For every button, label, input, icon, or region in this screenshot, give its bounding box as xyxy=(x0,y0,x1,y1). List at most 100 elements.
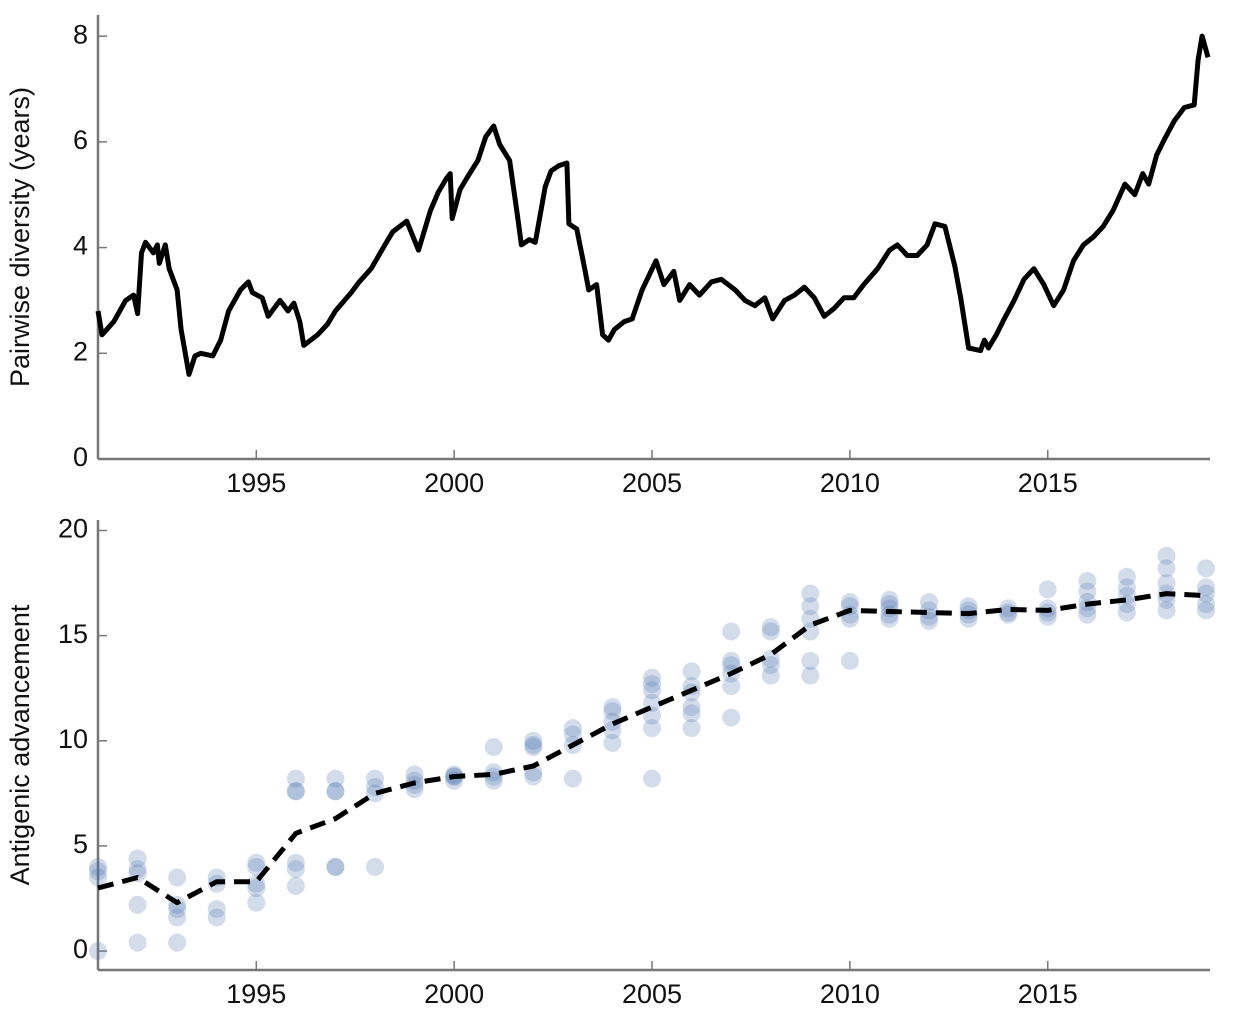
scatter-point xyxy=(168,868,187,887)
scatter-point xyxy=(484,738,503,757)
scatter-point xyxy=(168,908,187,927)
scatter-point xyxy=(643,675,662,694)
scatter-point xyxy=(128,895,147,914)
scatter-point xyxy=(563,725,582,744)
scatter-point xyxy=(484,767,503,786)
scatter-point xyxy=(524,767,543,786)
scatter-point xyxy=(682,719,701,738)
x-tick-label: 2010 xyxy=(820,979,880,1009)
scatter-point xyxy=(643,769,662,788)
scatter-point xyxy=(801,651,820,670)
scatter-point xyxy=(761,656,780,675)
scatter-point xyxy=(286,769,305,788)
scatter-point xyxy=(920,601,939,620)
y-tick-label: 0 xyxy=(73,934,88,964)
scatter-point xyxy=(247,857,266,876)
scatter-point xyxy=(247,878,266,897)
scatter-point xyxy=(89,868,107,887)
scatter-point xyxy=(89,862,107,881)
scatter-point xyxy=(603,698,622,717)
scatter-point xyxy=(1117,603,1136,622)
scatter-point xyxy=(722,708,741,727)
scatter-point xyxy=(603,721,622,740)
x-tick-label: 1995 xyxy=(226,979,286,1009)
scatter-point xyxy=(880,609,899,628)
scatter-point xyxy=(643,668,662,687)
scatter-point xyxy=(801,584,820,603)
scatter-point xyxy=(920,611,939,630)
y-tick-label: 0 xyxy=(73,442,88,472)
line xyxy=(95,33,1211,377)
scatter-point xyxy=(1197,559,1216,578)
scatter-point xyxy=(1038,580,1057,599)
scatter-point xyxy=(801,666,820,685)
scatter-point xyxy=(128,933,147,952)
x-tick-label: 2010 xyxy=(820,468,880,498)
x-tick-label: 2015 xyxy=(1018,979,1078,1009)
scatter-point xyxy=(722,677,741,696)
scatter-point xyxy=(524,736,543,754)
scatter-point xyxy=(1117,567,1136,586)
scatter-point xyxy=(286,782,305,801)
x-tick-label: 2005 xyxy=(622,979,682,1009)
scatter-point xyxy=(207,908,226,927)
y-tick-label: 2 xyxy=(73,336,88,366)
scatter-point xyxy=(682,662,701,681)
y-axis-title: Pairwise diversity (years) xyxy=(5,87,35,387)
scatter-point xyxy=(563,719,582,738)
scatter-point xyxy=(326,782,345,801)
scatter-point xyxy=(563,769,582,788)
scatter-point xyxy=(89,857,107,876)
scatter-point xyxy=(524,738,543,757)
scatter-point xyxy=(1157,546,1176,565)
scatter-point xyxy=(761,622,780,641)
y-tick-label: 15 xyxy=(58,619,88,649)
scatter-point xyxy=(326,857,345,876)
scatter-point xyxy=(801,597,820,616)
scatter-point xyxy=(286,853,305,872)
scatter-point xyxy=(326,782,345,801)
scatter-point xyxy=(722,651,741,670)
scatter-point xyxy=(643,719,662,738)
scatter-point xyxy=(682,698,701,717)
scatter-point xyxy=(1197,584,1216,603)
x-tick-label: 2005 xyxy=(622,468,682,498)
scatter-point xyxy=(880,595,899,614)
scatter-point xyxy=(801,622,820,641)
y-tick-label: 8 xyxy=(73,19,88,49)
scatter-point xyxy=(840,593,859,612)
scatter-point xyxy=(1197,595,1216,614)
scatter-point xyxy=(880,590,899,609)
scatter-point xyxy=(168,900,187,919)
scatter-point xyxy=(286,876,305,895)
scatter-point xyxy=(405,765,424,784)
scatter-point xyxy=(168,933,187,952)
scatter-point xyxy=(366,769,385,788)
x-tick-label: 2000 xyxy=(424,468,484,498)
scatter-point xyxy=(1157,574,1176,593)
x-tick-label: 2015 xyxy=(1018,468,1078,498)
scatter-point xyxy=(326,769,345,788)
scatter-point xyxy=(326,857,345,876)
scatter-point xyxy=(286,860,305,879)
scatter-point xyxy=(761,666,780,685)
y-tick-label: 5 xyxy=(73,829,88,859)
scatter-point xyxy=(722,622,741,641)
scatter-point xyxy=(247,893,266,912)
scatter-point xyxy=(524,731,543,750)
scatter-point xyxy=(603,702,622,721)
y-tick-label: 20 xyxy=(58,514,88,544)
scatter-point xyxy=(366,857,385,876)
scatter-point xyxy=(1157,601,1176,620)
scatter-point xyxy=(89,942,107,961)
scatter-point xyxy=(286,782,305,801)
scatter-point xyxy=(1157,559,1176,578)
scatter-point xyxy=(761,618,780,637)
scatter-point xyxy=(207,900,226,919)
scatter-point xyxy=(366,784,385,803)
scatter-point xyxy=(840,651,859,670)
scatter-point xyxy=(920,593,939,612)
y-tick-label: 6 xyxy=(73,125,88,155)
scatter-point xyxy=(1078,605,1097,624)
